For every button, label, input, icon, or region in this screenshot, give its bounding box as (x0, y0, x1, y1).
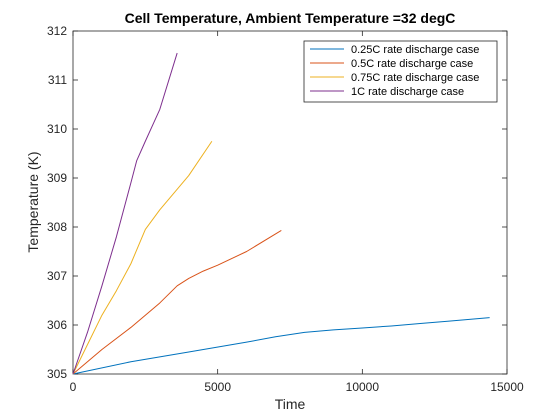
chart-title: Cell Temperature, Ambient Temperature =3… (125, 10, 456, 26)
series-lines (72, 52, 490, 375)
y-tick-label: 308 (47, 220, 67, 234)
x-tick-label: 10000 (346, 380, 380, 394)
legend-entry-label: 0.75C rate discharge case (351, 72, 479, 84)
legend-box (303, 40, 498, 103)
axis-ticks: 0 5000 10000 15000 305 306 307 308 309 310 311 312 (47, 24, 524, 394)
y-tick-label: 312 (47, 24, 67, 38)
legend: 0.25C rate discharge case 0.5C rate disch… (303, 40, 498, 103)
x-tick-label: 5000 (204, 380, 231, 394)
legend-entry-label: 0.25C rate discharge case (351, 44, 479, 56)
legend-entry-label: 0.5C rate discharge case (351, 58, 473, 70)
y-tick-label: 310 (47, 122, 67, 136)
y-tick-label: 307 (47, 269, 67, 283)
series-line-3 (72, 140, 213, 375)
series-line-2 (72, 230, 282, 375)
x-axis-label: Time (275, 396, 306, 412)
y-tick-label: 309 (47, 171, 67, 185)
legend-entries: 0.25C rate discharge case 0.5C rate disch… (310, 44, 479, 98)
legend-entry-label: 1C rate discharge case (351, 86, 464, 98)
y-tick-label: 311 (48, 73, 67, 87)
series-line-4 (72, 52, 178, 375)
series-line-1 (72, 317, 490, 375)
y-axis-label: Temperature (K) (25, 151, 41, 252)
y-tick-label: 305 (47, 367, 67, 381)
x-tick-label: 0 (70, 380, 77, 394)
y-tick-label: 306 (47, 318, 67, 332)
x-tick-label: 15000 (490, 380, 524, 394)
